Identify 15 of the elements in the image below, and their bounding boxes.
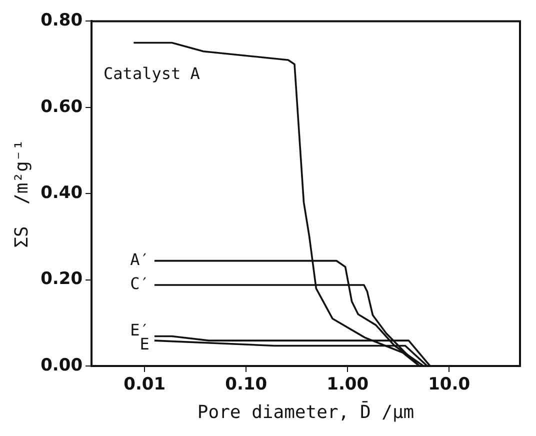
series-label: C′ xyxy=(130,274,150,294)
series-label: A′ xyxy=(130,250,150,269)
series-label: E xyxy=(140,334,150,354)
x-axis-title: Pore diameter, D̄ /μm xyxy=(197,400,414,423)
y-tick-label: 0.20 xyxy=(40,269,83,290)
y-tick-label: 0.00 xyxy=(40,355,83,376)
y-axis-title: ΣS /m²g⁻¹ xyxy=(11,139,32,248)
x-tick-label: 1.00 xyxy=(326,374,369,395)
y-tick-label: 0.60 xyxy=(40,96,83,117)
y-tick-label: 0.80 xyxy=(40,10,83,31)
x-tick-label: 0.01 xyxy=(124,374,166,395)
series-label: Catalyst A xyxy=(104,64,200,83)
x-tick-label: 10.0 xyxy=(428,374,470,395)
y-tick-label: 0.40 xyxy=(40,183,83,204)
x-tick-label: 0.10 xyxy=(225,374,268,395)
